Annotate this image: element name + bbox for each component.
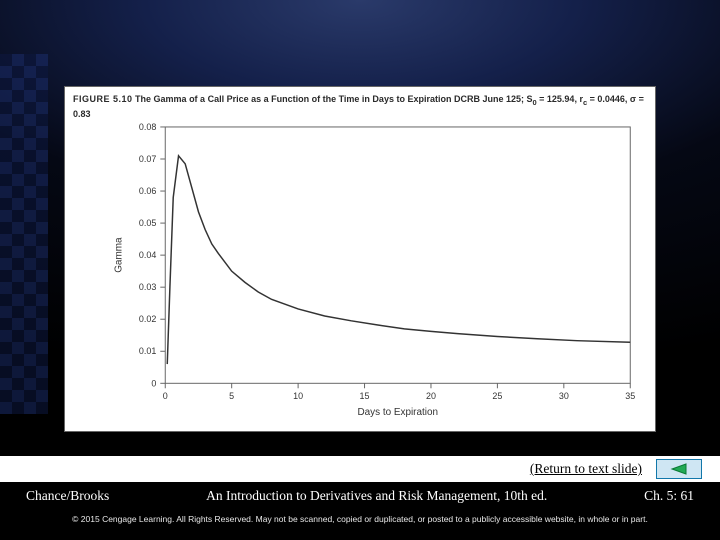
svg-text:15: 15 <box>360 391 370 401</box>
svg-text:0: 0 <box>163 391 168 401</box>
triangle-left-icon <box>668 462 690 476</box>
slide: FIGURE 5.10 The Gamma of a Call Price as… <box>0 0 720 540</box>
slide-footer: Chance/Brooks An Introduction to Derivat… <box>0 488 720 504</box>
svg-text:35: 35 <box>625 391 635 401</box>
svg-text:0.02: 0.02 <box>139 314 156 324</box>
chart-area: 0 0.01 0.02 0.03 0.04 0.05 0.06 0.07 0.08 0 5 10 15 2… <box>65 121 655 431</box>
footer-authors: Chance/Brooks <box>26 488 109 504</box>
gamma-chart: 0 0.01 0.02 0.03 0.04 0.05 0.06 0.07 0.08 0 5 10 15 2… <box>65 121 655 431</box>
svg-text:0.01: 0.01 <box>139 346 156 356</box>
svg-text:0: 0 <box>151 378 156 388</box>
svg-text:0.06: 0.06 <box>139 186 156 196</box>
return-to-text-link[interactable]: (Return to text slide) <box>530 461 642 477</box>
prev-slide-button[interactable] <box>656 459 702 479</box>
y-axis-label: Gamma <box>114 237 125 273</box>
figure-title-main: The Gamma of a Call Price as a Function … <box>135 94 532 104</box>
figure-panel: FIGURE 5.10 The Gamma of a Call Price as… <box>64 86 656 432</box>
svg-text:0.05: 0.05 <box>139 218 156 228</box>
svg-text:20: 20 <box>426 391 436 401</box>
return-bar: (Return to text slide) <box>0 456 720 482</box>
x-axis-label: Days to Expiration <box>357 407 438 418</box>
footer-title: An Introduction to Derivatives and Risk … <box>109 488 644 504</box>
svg-text:0.03: 0.03 <box>139 282 156 292</box>
svg-text:0.08: 0.08 <box>139 122 156 132</box>
svg-text:10: 10 <box>293 391 303 401</box>
figure-title-s0val: = 125.94, r <box>537 94 583 104</box>
svg-text:0.07: 0.07 <box>139 154 156 164</box>
footer-chapter: Ch. 5: 61 <box>644 488 694 504</box>
svg-text:30: 30 <box>559 391 569 401</box>
svg-text:0.04: 0.04 <box>139 250 156 260</box>
left-checker-decoration <box>0 54 48 414</box>
copyright-text: © 2015 Cengage Learning. All Rights Rese… <box>0 514 720 524</box>
svg-text:25: 25 <box>492 391 502 401</box>
figure-label: FIGURE 5.10 <box>73 94 133 104</box>
figure-title: FIGURE 5.10 The Gamma of a Call Price as… <box>65 87 655 122</box>
svg-text:5: 5 <box>229 391 234 401</box>
